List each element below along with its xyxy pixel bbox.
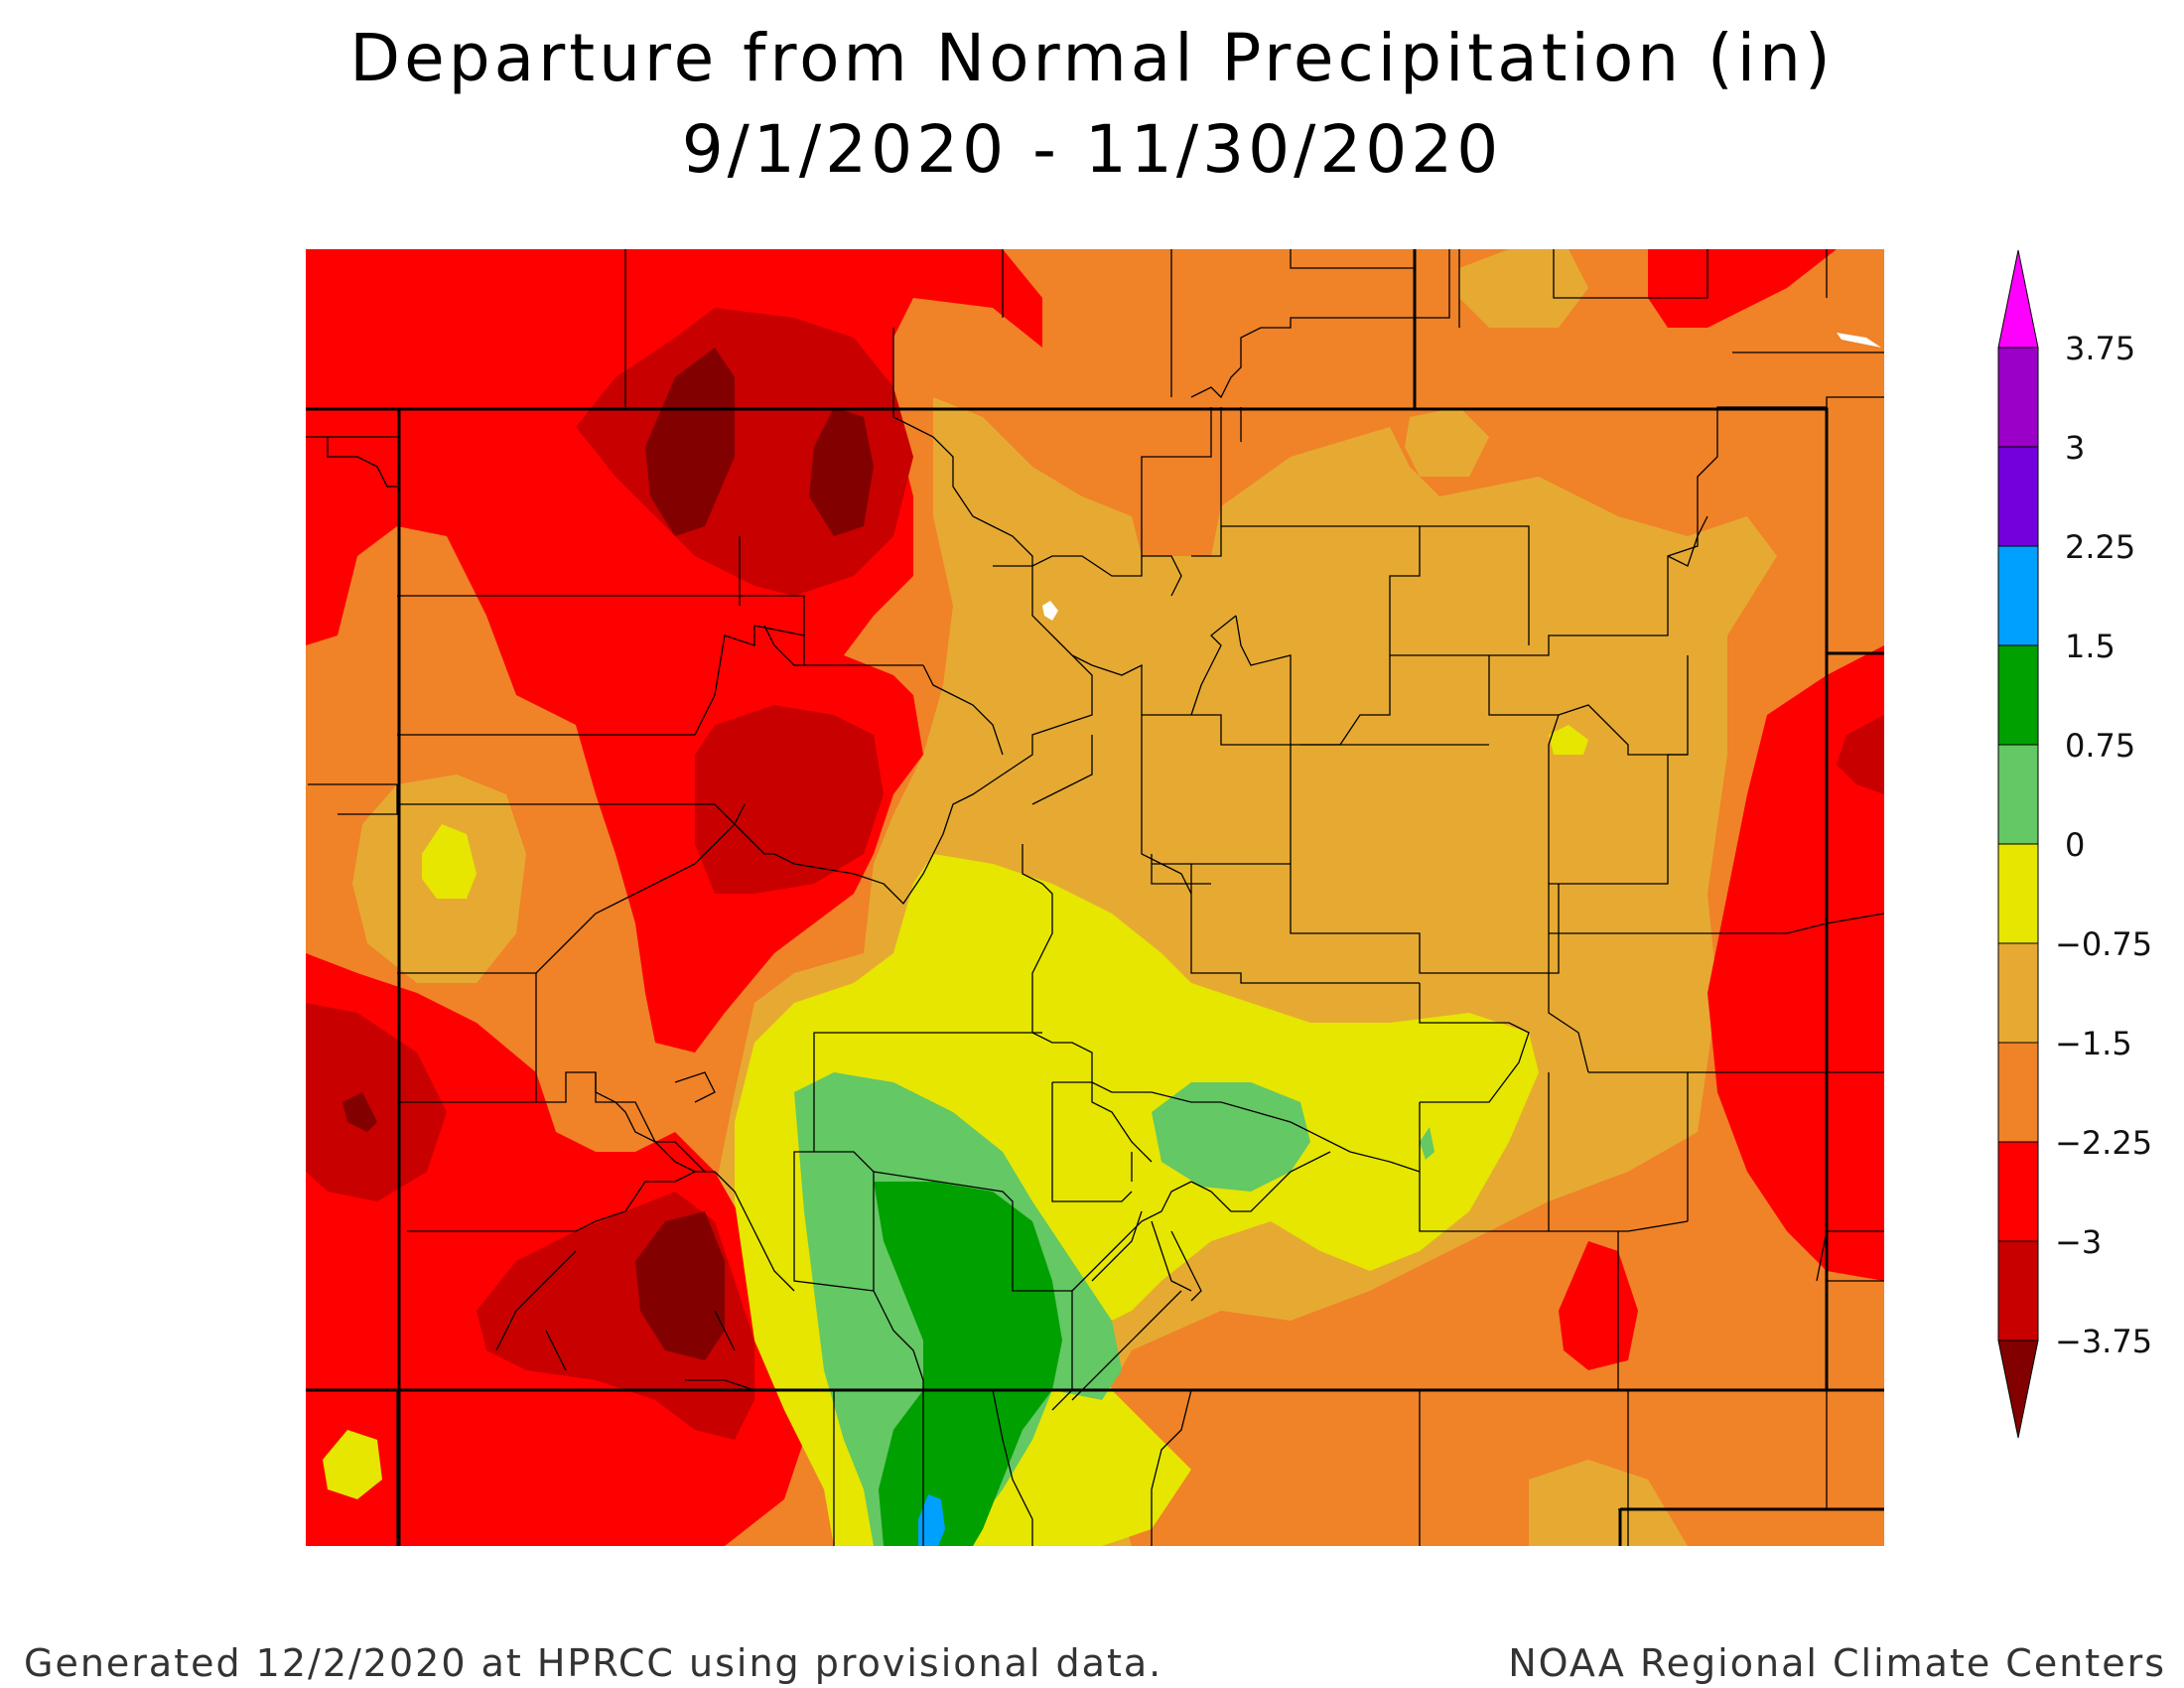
date-range-subtitle: 9/1/2020 - 11/30/2020 [681, 111, 1503, 188]
colorbar-swatch [1997, 744, 2039, 845]
lake [1837, 333, 1881, 348]
contour-lt-075-se [1529, 1460, 1688, 1546]
map-title: Departure from Normal Precipitation (in) [349, 20, 1835, 96]
contour-gt-0-sw [323, 1430, 382, 1499]
contour-lt-375-a [645, 348, 735, 536]
colorbar-arrow-bottom [1997, 1339, 2039, 1439]
colorbar-swatch [1997, 1141, 2039, 1242]
contour-gt-225 [918, 1494, 945, 1546]
colorbar: 3.75 3 2.25 1.5 0.75 0 −0.75 −1.5 −2.25 … [1997, 249, 2152, 1439]
contour-gt-0-west [422, 824, 477, 899]
contour-lt-075-ne2 [1405, 407, 1489, 477]
contour-lt-3-west [306, 1003, 447, 1201]
colorbar-swatch [1997, 1240, 2039, 1341]
contour-lt-375-b [809, 407, 874, 536]
colorbar-label: 3 [2065, 429, 2085, 467]
colorbar-swatch [1997, 644, 2039, 746]
source-credit: NOAA Regional Climate Centers [1508, 1641, 2166, 1685]
colorbar-label: −2.25 [2055, 1124, 2152, 1162]
generated-note: Generated 12/2/2020 at HPRCC using provi… [24, 1641, 1163, 1685]
contour-lt-3-central [695, 705, 884, 894]
colorbar-swatch [1997, 545, 2039, 646]
colorbar-swatch [1997, 446, 2039, 547]
colorbar-swatch [1997, 1042, 2039, 1143]
colorbar-label: −1.5 [2055, 1025, 2132, 1062]
contour-gt-15 [874, 1182, 1062, 1546]
contour-gt-0-ne [1549, 725, 1588, 755]
lake [1042, 601, 1058, 621]
colorbar-label: 3.75 [2065, 330, 2135, 367]
contour-gt-075-east [1152, 1082, 1310, 1192]
colorbar-label: 0 [2065, 826, 2085, 864]
colorbar-label: 0.75 [2065, 727, 2135, 765]
contour-lt-375-d [342, 1092, 377, 1132]
colorbar-arrow-top [1997, 249, 2039, 349]
colorbar-label: −0.75 [2055, 925, 2152, 963]
contour-lt-225-northeast [1648, 249, 1837, 328]
contour-lt-3-east [1837, 715, 1884, 794]
colorbar-label: −3.75 [2055, 1323, 2152, 1360]
colorbar-label: −3 [2055, 1223, 2102, 1261]
colorbar-swatch [1997, 347, 2039, 448]
contour-gt-075-se [1420, 1127, 1434, 1160]
colorbar-swatch [1997, 942, 2039, 1044]
contour-fill [306, 249, 1884, 1546]
colorbar-label: 1.5 [2065, 628, 2116, 665]
contour-lt-375-c [635, 1211, 725, 1360]
contour-lt-075-ne1 [1459, 249, 1588, 328]
contour-lt-225-east [1707, 645, 1884, 1281]
colorbar-label: 2.25 [2065, 528, 2135, 566]
colorbar-swatch [1997, 843, 2039, 944]
state-boundaries [306, 249, 1884, 1546]
